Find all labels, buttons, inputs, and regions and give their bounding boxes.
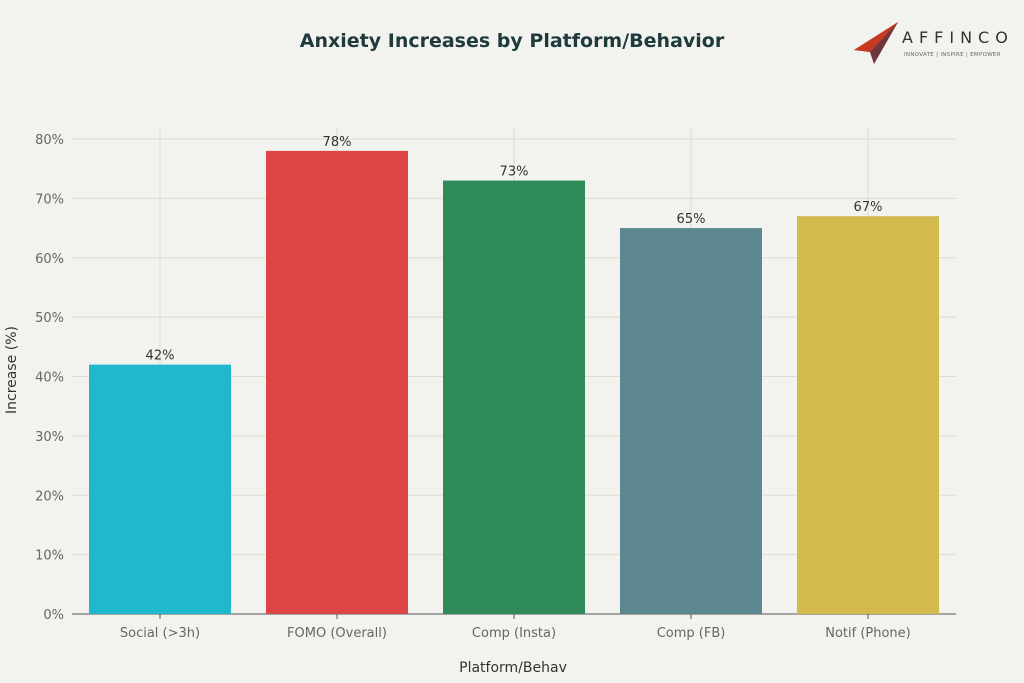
data-label: 78% bbox=[323, 135, 352, 150]
y-tick-label: 50% bbox=[35, 311, 64, 326]
y-tick-label: 60% bbox=[35, 252, 64, 267]
logo-name: AFFINCO bbox=[902, 28, 1014, 47]
bar bbox=[797, 216, 939, 614]
bar bbox=[266, 150, 408, 614]
x-tick-label: Social (>3h) bbox=[120, 626, 200, 641]
y-tick-label: 20% bbox=[35, 489, 64, 504]
y-axis-label: Increase (%) bbox=[4, 326, 20, 414]
bar bbox=[89, 364, 231, 614]
data-label: 42% bbox=[146, 349, 175, 364]
bar bbox=[620, 228, 762, 614]
x-tick-label: FOMO (Overall) bbox=[287, 626, 387, 641]
affinco-logo: AFFINCO INNOVATE | INSPIRE | EMPOWER bbox=[852, 20, 1022, 70]
paper-plane-icon bbox=[854, 22, 898, 64]
y-tick-label: 80% bbox=[35, 133, 64, 148]
logo-tagline: INNOVATE | INSPIRE | EMPOWER bbox=[904, 52, 1001, 58]
chart-title: Anxiety Increases by Platform/Behavior bbox=[299, 30, 725, 52]
data-label: 73% bbox=[500, 165, 529, 180]
y-tick-label: 30% bbox=[35, 430, 64, 445]
data-label: 67% bbox=[854, 200, 883, 215]
bar bbox=[443, 180, 585, 614]
x-tick-label: Comp (FB) bbox=[657, 626, 726, 641]
y-tick-label: 10% bbox=[35, 549, 64, 564]
x-axis-label: Platform/Behav bbox=[459, 660, 567, 676]
x-tick-label: Comp (Insta) bbox=[472, 626, 556, 641]
y-tick-label: 0% bbox=[43, 608, 64, 623]
y-tick-label: 40% bbox=[35, 371, 64, 386]
x-tick-label: Notif (Phone) bbox=[825, 626, 911, 641]
data-label: 65% bbox=[677, 212, 706, 227]
y-tick-label: 70% bbox=[35, 192, 64, 207]
